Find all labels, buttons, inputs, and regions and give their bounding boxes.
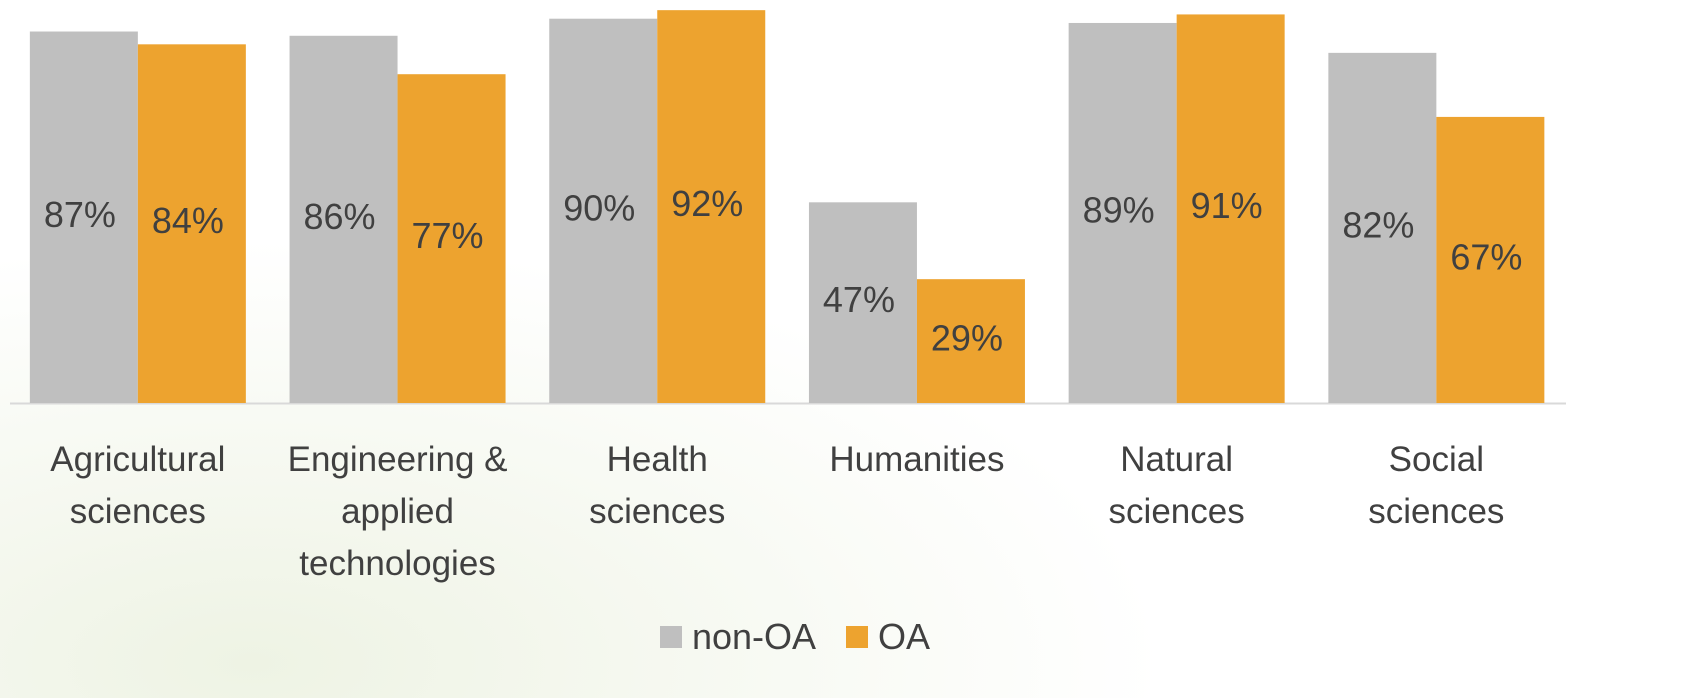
bar	[808, 202, 917, 403]
value-label: 77%	[412, 215, 484, 256]
bar	[549, 18, 658, 403]
value-label: 29%	[931, 318, 1003, 359]
bar	[1068, 22, 1177, 403]
bar	[657, 10, 766, 403]
legend-label: OA	[878, 616, 931, 657]
value-label: 92%	[671, 183, 743, 224]
x-tick-label: Social sciences	[1368, 440, 1505, 531]
bar	[916, 279, 1025, 403]
bar	[29, 31, 138, 403]
value-label: 84%	[152, 200, 224, 241]
legend: non-OA OA	[0, 616, 1590, 658]
x-tick-label: Agricultural sciences	[50, 440, 226, 531]
x-tick-label: Engineering & applied technologies	[287, 440, 508, 583]
x-tick-label: Natural sciences	[1108, 440, 1245, 531]
bar	[397, 74, 506, 404]
x-tick-label: Humanities	[829, 440, 1005, 479]
value-label: 89%	[1083, 190, 1155, 231]
legend-swatch	[659, 626, 682, 648]
value-label: 91%	[1191, 185, 1263, 226]
value-label: 87%	[44, 194, 116, 235]
x-tick-label: Health sciences	[589, 440, 726, 531]
value-label: 47%	[823, 279, 895, 320]
bar	[1436, 116, 1545, 403]
value-label: 82%	[1342, 204, 1414, 245]
value-label: 90%	[563, 187, 635, 228]
value-label: 86%	[304, 196, 376, 237]
bar	[1176, 14, 1285, 404]
bar	[289, 35, 398, 403]
legend-swatch	[846, 626, 869, 648]
value-label: 67%	[1450, 236, 1522, 277]
bar	[137, 44, 246, 403]
legend-item: non-OA	[659, 616, 817, 658]
bar	[1328, 52, 1437, 404]
legend-label: non-OA	[691, 616, 817, 657]
legend-item: OA	[846, 616, 930, 658]
